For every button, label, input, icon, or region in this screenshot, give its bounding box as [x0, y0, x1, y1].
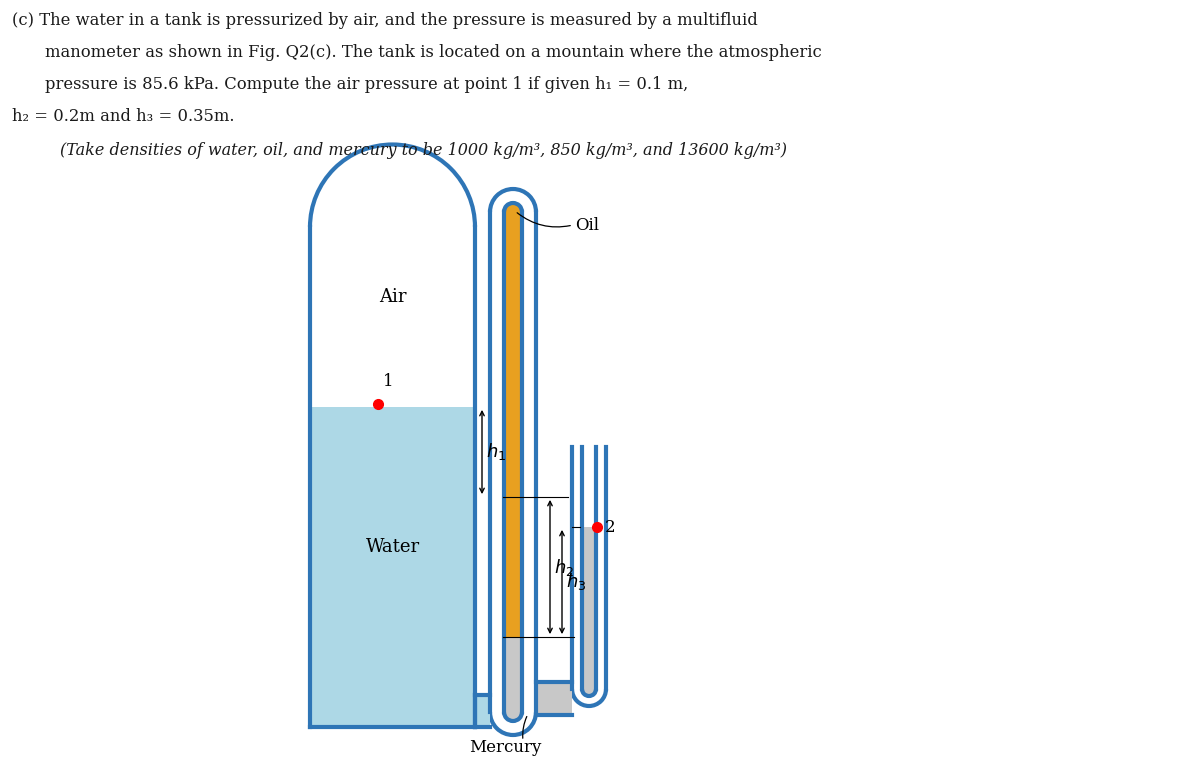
- Wedge shape: [504, 203, 522, 212]
- Bar: [504, 637, 522, 712]
- Text: (Take densities of water, oil, and mercury to be 1000 kg/m³, 850 kg/m³, and 1360: (Take densities of water, oil, and mercu…: [60, 142, 787, 159]
- Bar: [504, 497, 522, 637]
- Text: manometer as shown in Fig. Q2(c). The tank is located on a mountain where the at: manometer as shown in Fig. Q2(c). The ta…: [46, 44, 822, 61]
- Text: (c) The water in a tank is pressurized by air, and the pressure is measured by a: (c) The water in a tank is pressurized b…: [12, 12, 757, 29]
- Text: $h_1$: $h_1$: [486, 442, 506, 463]
- Bar: [504, 212, 522, 637]
- Wedge shape: [504, 712, 522, 721]
- Bar: [475, 695, 490, 727]
- Bar: [582, 527, 596, 689]
- Text: 1: 1: [383, 373, 394, 390]
- Text: 2: 2: [605, 518, 616, 535]
- Text: Air: Air: [379, 288, 407, 306]
- Text: Oil: Oil: [575, 216, 599, 233]
- Bar: [536, 682, 572, 715]
- Text: Mercury: Mercury: [469, 739, 541, 755]
- Text: pressure is 85.6 kPa. Compute the air pressure at point 1 if given h₁ = 0.1 m,: pressure is 85.6 kPa. Compute the air pr…: [46, 76, 689, 93]
- Text: $h_3$: $h_3$: [566, 571, 587, 592]
- Bar: [504, 212, 522, 497]
- Wedge shape: [582, 689, 596, 696]
- Text: Water: Water: [366, 538, 420, 556]
- Text: h₂ = 0.2m and h₃ = 0.35m.: h₂ = 0.2m and h₃ = 0.35m.: [12, 108, 234, 125]
- Bar: [310, 227, 475, 407]
- Bar: [310, 407, 475, 727]
- Text: $h_2$: $h_2$: [554, 557, 574, 578]
